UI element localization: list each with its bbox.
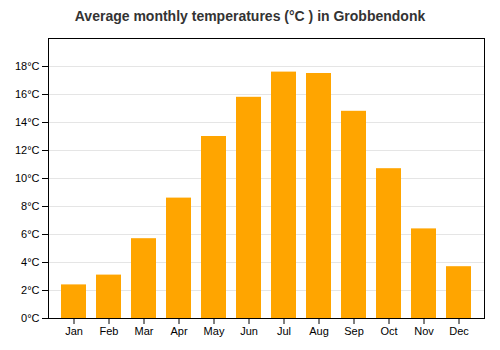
svg-text:Sep: Sep [344, 325, 364, 337]
svg-text:0°C: 0°C [21, 312, 40, 324]
svg-text:12°C: 12°C [15, 144, 40, 156]
svg-text:Jan: Jan [65, 325, 83, 337]
svg-text:Apr: Apr [170, 325, 187, 337]
svg-text:Aug: Aug [309, 325, 329, 337]
svg-text:2°C: 2°C [21, 284, 40, 296]
svg-text:Jun: Jun [240, 325, 258, 337]
svg-text:Dec: Dec [449, 325, 469, 337]
svg-text:Oct: Oct [380, 325, 397, 337]
svg-text:18°C: 18°C [15, 60, 40, 72]
svg-text:Jul: Jul [277, 325, 291, 337]
svg-text:14°C: 14°C [15, 116, 40, 128]
svg-text:May: May [204, 325, 225, 337]
svg-text:4°C: 4°C [21, 256, 40, 268]
svg-text:Mar: Mar [135, 325, 154, 337]
svg-text:Nov: Nov [414, 325, 434, 337]
svg-text:10°C: 10°C [15, 172, 40, 184]
html-text:Average monthly temperatures (: Average monthly temperatures (°C ) in Gr… [74, 8, 426, 24]
svg-text:Feb: Feb [100, 325, 119, 337]
svg-text:6°C: 6°C [21, 228, 40, 240]
svg-text:16°C: 16°C [15, 88, 40, 100]
svg-text:8°C: 8°C [21, 200, 40, 212]
